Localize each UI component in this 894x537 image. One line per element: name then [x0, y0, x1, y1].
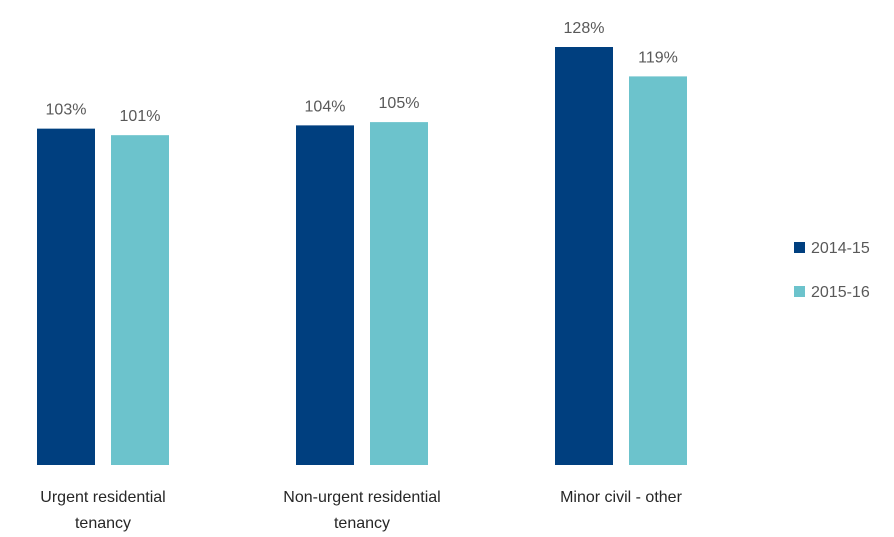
bars-group: [37, 47, 687, 465]
data-label-2015-16-0: 101%: [120, 108, 161, 125]
bar-2015-16-2: [629, 76, 687, 465]
category-label-line: Non-urgent residential: [283, 489, 440, 506]
data-label-2014-15-0: 103%: [46, 102, 87, 119]
legend-label-2014-15: 2014-15: [811, 240, 870, 257]
category-label-line: tenancy: [334, 515, 390, 532]
category-label-2: Minor civil - other: [560, 489, 682, 506]
category-label-line: Urgent residential: [40, 489, 165, 506]
data-label-2015-16-1: 105%: [379, 95, 420, 112]
data-label-2015-16-2: 119%: [638, 49, 678, 66]
legend-swatch-2014-15: [794, 242, 805, 253]
legend: 2014-15 2015-16: [794, 240, 870, 301]
category-label-line: tenancy: [75, 515, 131, 532]
legend-label-2015-16: 2015-16: [811, 284, 870, 301]
legend-swatch-2015-16: [794, 286, 805, 297]
data-label-2014-15-2: 128%: [564, 20, 605, 37]
bar-2014-15-0: [37, 128, 95, 465]
bar-2015-16-1: [370, 122, 428, 465]
bar-2015-16-0: [111, 135, 169, 465]
bar-2014-15-2: [555, 47, 613, 465]
data-labels-group: 103% 101% 104% 105% 128% 119%: [46, 20, 678, 125]
bar-2014-15-1: [296, 125, 354, 465]
category-label-line: Minor civil - other: [560, 489, 682, 506]
category-label-0: Urgent residential tenancy: [40, 489, 165, 532]
data-label-2014-15-1: 104%: [305, 98, 346, 115]
category-label-1: Non-urgent residential tenancy: [283, 489, 440, 532]
